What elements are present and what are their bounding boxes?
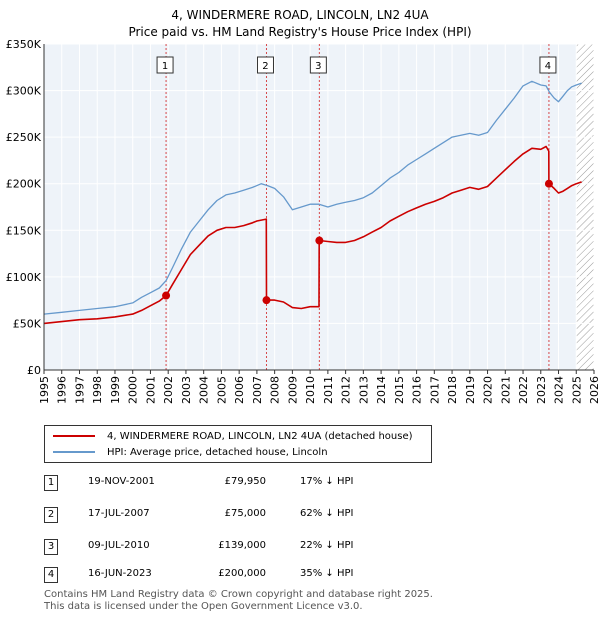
x-tick-label: 2014 <box>375 376 388 404</box>
x-tick-label: 2022 <box>517 376 530 404</box>
x-tick-label: 1997 <box>73 376 86 404</box>
x-tick-label: 2020 <box>482 376 495 404</box>
transaction-number: 2 <box>44 507 58 523</box>
footer-notice: Contains HM Land Registry data © Crown c… <box>44 589 433 613</box>
x-tick-label: 2001 <box>144 376 157 404</box>
sale-point <box>315 236 324 245</box>
transaction-hpi: 17% ↓ HPI <box>300 476 354 487</box>
transaction-price: £139,000 <box>218 540 266 551</box>
transaction-date: 19-NOV-2001 <box>88 476 155 487</box>
legend-swatch-hpi <box>53 451 95 453</box>
x-tick-label: 2007 <box>251 376 264 404</box>
transaction-hpi: 62% ↓ HPI <box>300 508 354 519</box>
x-tick-label: 2011 <box>322 376 335 404</box>
x-tick-label: 2004 <box>198 376 211 404</box>
legend-item-property: 4, WINDERMERE ROAD, LINCOLN, LN2 4UA (de… <box>53 428 413 444</box>
sale-point <box>262 296 271 305</box>
x-tick-label: 2008 <box>269 376 282 404</box>
y-tick-label: £300K <box>6 85 42 98</box>
x-tick-label: 2015 <box>393 376 406 404</box>
x-tick-label: 2026 <box>588 376 600 404</box>
x-tick-label: 2013 <box>357 376 370 404</box>
x-tick-label: 2006 <box>233 376 246 404</box>
legend-label-hpi: HPI: Average price, detached house, Linc… <box>107 446 328 458</box>
sale-marker-box <box>156 56 174 74</box>
transaction-row: 3 09-JUL-2010 £139,000 22% ↓ HPI <box>44 539 464 556</box>
y-tick-label: £250K <box>6 131 42 144</box>
x-tick-label: 2024 <box>553 376 566 404</box>
x-tick-label: 1995 <box>38 376 51 404</box>
sale-marker-label: 3 <box>315 61 321 72</box>
sale-marker-box <box>256 56 274 74</box>
transaction-date: 17-JUL-2007 <box>88 508 150 519</box>
transaction-row: 1 19-NOV-2001 £79,950 17% ↓ HPI <box>44 475 464 492</box>
x-tick-label: 2012 <box>340 376 353 404</box>
y-tick-label: £150K <box>6 224 42 237</box>
x-tick-label: 2023 <box>535 376 548 404</box>
hpi-series-line <box>43 80 582 315</box>
chart-subtitle: Price paid vs. HM Land Registry's House … <box>128 25 472 39</box>
x-tick-label: 2019 <box>464 376 477 404</box>
footer-licence: This data is licensed under the Open Gov… <box>44 601 363 612</box>
y-tick-label: £200K <box>6 178 42 191</box>
transaction-price: £75,000 <box>224 508 266 519</box>
sale-point <box>544 179 553 188</box>
sale-marker-label: 4 <box>545 61 551 72</box>
x-tick-label: 2025 <box>570 376 583 404</box>
transaction-number: 4 <box>44 567 58 583</box>
x-tick-label: 2000 <box>127 376 140 404</box>
transaction-hpi: 35% ↓ HPI <box>300 568 354 579</box>
y-tick-label: £50K <box>13 317 42 330</box>
legend-item-hpi: HPI: Average price, detached house, Linc… <box>53 444 328 460</box>
y-tick-label: £0 <box>27 364 41 377</box>
x-tick-label: 2010 <box>304 376 317 404</box>
transaction-date: 09-JUL-2010 <box>88 540 150 551</box>
transaction-price: £79,950 <box>224 476 266 487</box>
chart-legend: 4, WINDERMERE ROAD, LINCOLN, LN2 4UA (de… <box>44 425 432 463</box>
legend-label-property: 4, WINDERMERE ROAD, LINCOLN, LN2 4UA (de… <box>107 430 413 442</box>
chart-title: 4, WINDERMERE ROAD, LINCOLN, LN2 4UA <box>171 8 429 22</box>
sale-marker-box <box>309 56 327 74</box>
price-chart: £0 £50K £100K £150K £200K £250K £300K £350K 1995… <box>6 38 600 404</box>
sale-marker-box <box>539 56 557 74</box>
plot-area <box>44 44 594 370</box>
sale-point <box>162 291 171 300</box>
y-tick-label: £350K <box>6 38 42 51</box>
x-tick-label: 1996 <box>56 376 69 404</box>
x-tick-label: 2002 <box>162 376 175 404</box>
footer-copyright: Contains HM Land Registry data © Crown c… <box>44 589 433 600</box>
x-tick-label: 2005 <box>215 376 228 404</box>
transaction-row: 4 16-JUN-2023 £200,000 35% ↓ HPI <box>44 567 464 584</box>
x-tick-label: 1999 <box>109 376 122 404</box>
x-tick-label: 2016 <box>411 376 424 404</box>
x-tick-label: 2009 <box>286 376 299 404</box>
sale-marker-label: 1 <box>162 61 168 72</box>
transaction-price: £200,000 <box>218 568 266 579</box>
x-tick-label: 2021 <box>499 376 512 404</box>
property-series-line <box>43 145 582 325</box>
sale-marker-label: 2 <box>262 61 268 72</box>
legend-swatch-property <box>53 435 95 437</box>
transaction-number: 3 <box>44 539 58 555</box>
y-tick-label: £100K <box>6 271 42 284</box>
x-tick-label: 1998 <box>91 376 104 404</box>
x-tick-label: 2003 <box>180 376 193 404</box>
x-tick-label: 2018 <box>446 376 459 404</box>
transaction-date: 16-JUN-2023 <box>88 568 152 579</box>
forecast-hatch <box>576 44 594 370</box>
transaction-number: 1 <box>44 475 58 491</box>
x-tick-label: 2017 <box>428 376 441 404</box>
transaction-row: 2 17-JUL-2007 £75,000 62% ↓ HPI <box>44 507 464 524</box>
transaction-hpi: 22% ↓ HPI <box>300 540 354 551</box>
